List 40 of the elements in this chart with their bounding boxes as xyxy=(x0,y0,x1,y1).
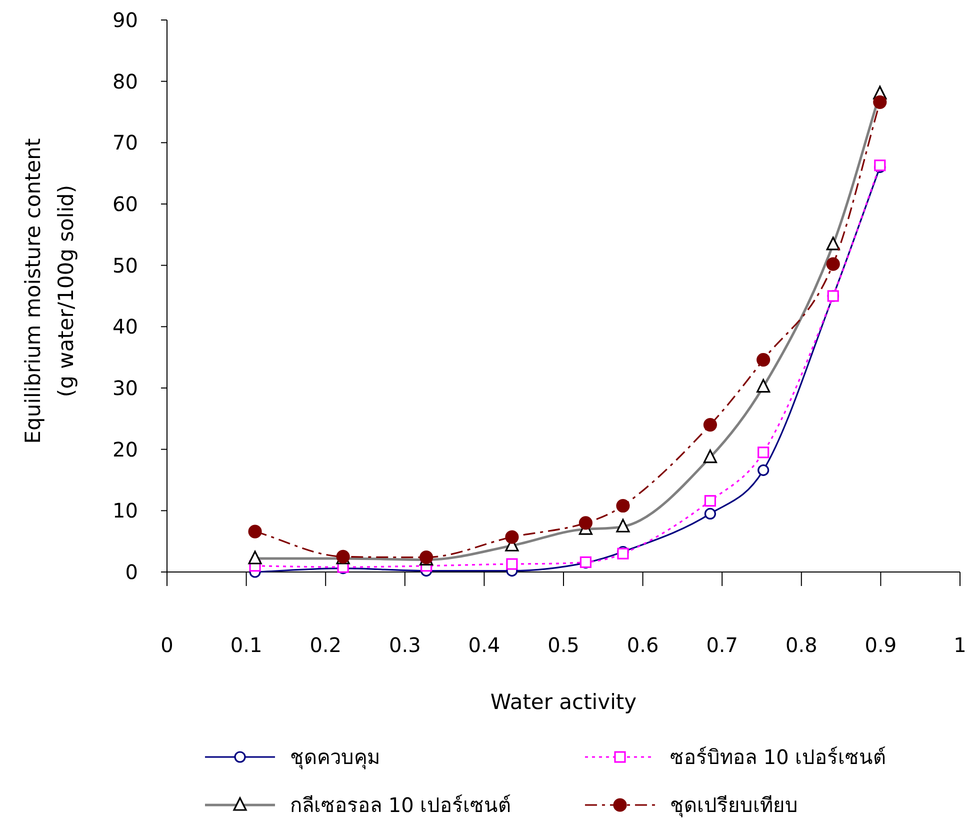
point xyxy=(756,352,770,367)
y-tick-label: 30 xyxy=(112,376,138,400)
point xyxy=(758,464,770,476)
point xyxy=(506,558,518,570)
x-tick-label: 0.3 xyxy=(388,633,421,657)
x-tick-label: 0.6 xyxy=(626,633,659,657)
point xyxy=(704,508,716,520)
x-tick-label: 0 xyxy=(160,633,174,657)
legend-label: ชุดเปรียบเทียบ xyxy=(670,793,798,818)
y-tick-label: 50 xyxy=(112,253,138,278)
point xyxy=(826,257,840,271)
x-axis-title: Water activity xyxy=(490,690,637,714)
x-tick-label: 0.1 xyxy=(230,633,262,657)
x-tick-label: 0.7 xyxy=(706,633,738,657)
y-tick-label: 60 xyxy=(112,192,138,216)
y-axis-title: Equilibrium moisture content (g water/100g solid) xyxy=(21,138,78,444)
y-tick-label: 90 xyxy=(112,8,138,32)
x-tick-label: 0.5 xyxy=(548,633,580,657)
point xyxy=(248,524,262,538)
x-tick-label: 0.2 xyxy=(310,633,342,657)
point xyxy=(758,446,770,458)
legend-label: กลีเซอรอล 10 เปอร์เซนต์ xyxy=(290,793,512,817)
point xyxy=(578,516,593,530)
x-tick-label: 0.8 xyxy=(785,633,818,657)
y-tick-label: 80 xyxy=(112,69,138,94)
y-tick-label: 70 xyxy=(112,130,138,155)
point xyxy=(873,95,887,109)
point xyxy=(616,498,630,513)
x-tick-label: 0.9 xyxy=(864,633,897,657)
y-tick-label: 0 xyxy=(125,560,138,584)
point xyxy=(703,418,718,432)
legend-label: ซอร์บิทอล 10 เปอร์เซนต์ xyxy=(670,745,886,769)
x-tick-label: 1 xyxy=(954,633,966,657)
y-tick-label: 10 xyxy=(112,498,138,523)
x-tick-label: 0.4 xyxy=(468,633,500,657)
y-tick-label: 20 xyxy=(112,437,138,462)
y-tick-label: 40 xyxy=(112,314,138,339)
point xyxy=(704,495,716,507)
point xyxy=(505,530,519,544)
legend-label: ชุดควบคุม xyxy=(290,745,380,770)
